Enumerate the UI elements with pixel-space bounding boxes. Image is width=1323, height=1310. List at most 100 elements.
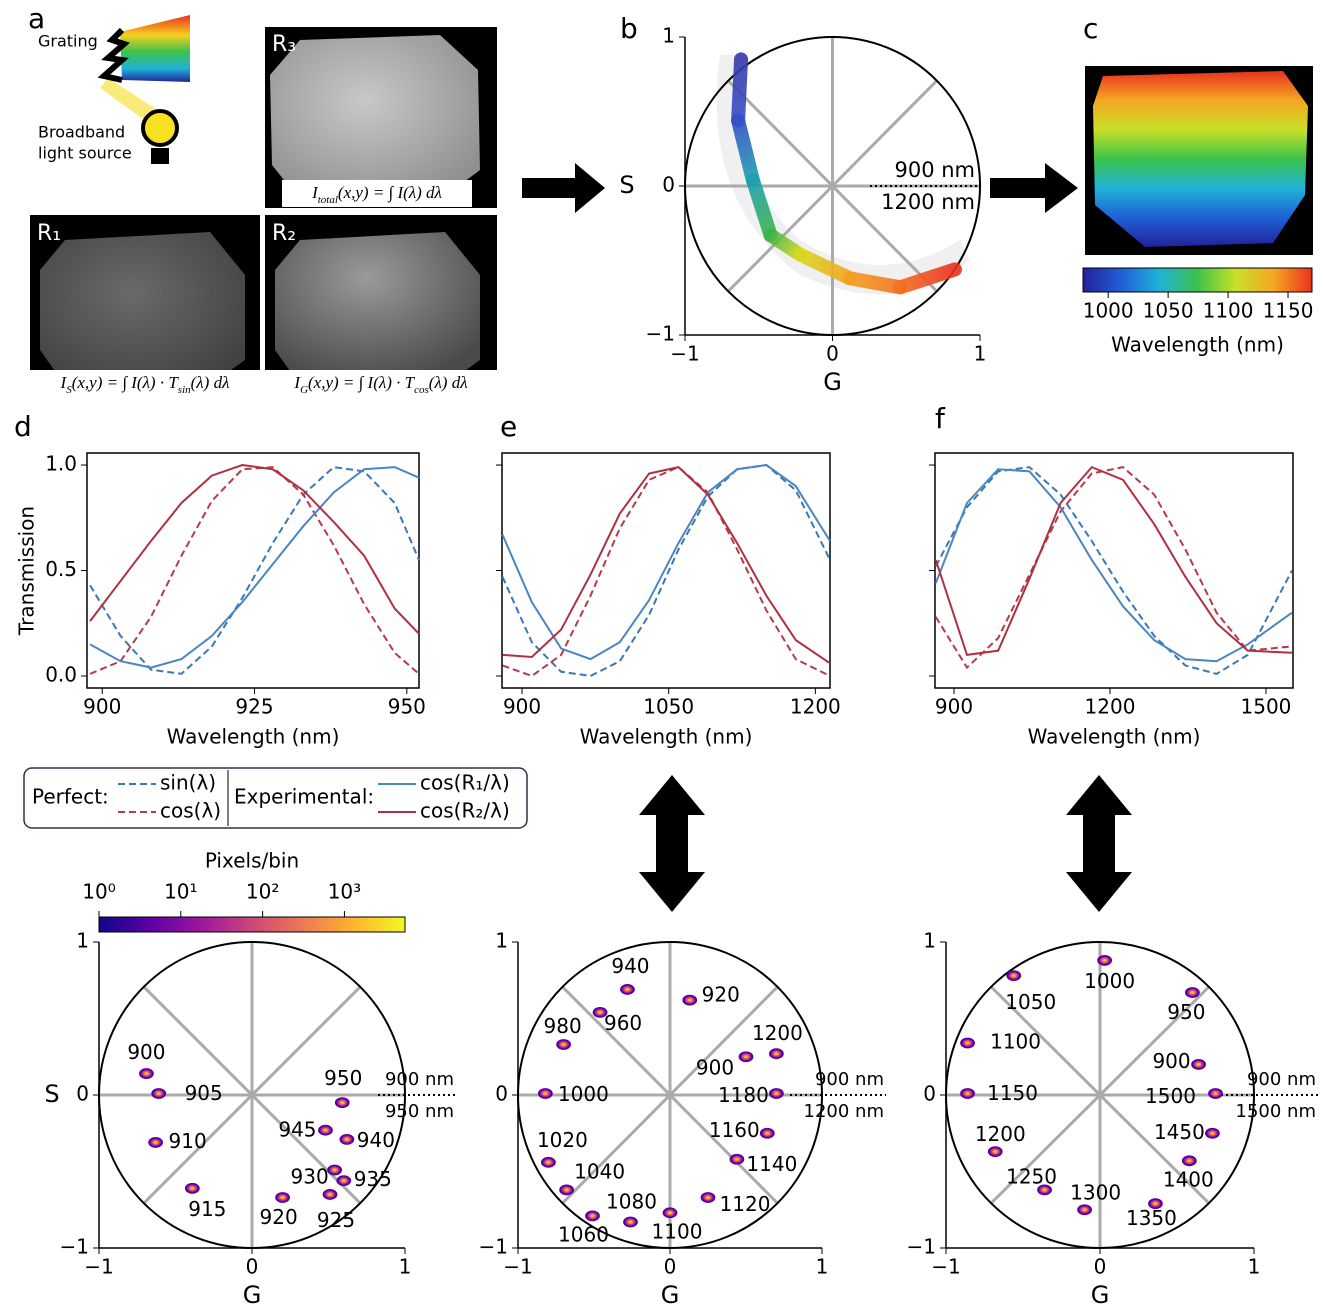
x-axis-label: Wavelength (nm) bbox=[1028, 725, 1201, 749]
point-cluster bbox=[729, 1153, 745, 1165]
point-cluster bbox=[960, 1037, 975, 1049]
point-cluster bbox=[738, 1051, 754, 1063]
point-cluster bbox=[769, 1088, 784, 1099]
point-cluster bbox=[275, 1192, 291, 1203]
x-tick-label: 1 bbox=[974, 342, 987, 366]
series-line bbox=[501, 463, 831, 678]
sample-r3 bbox=[270, 35, 480, 200]
x-tick-label: 1200 bbox=[790, 695, 841, 719]
point-cluster bbox=[151, 1088, 167, 1099]
series-line bbox=[934, 466, 1293, 670]
point-label: 1200 bbox=[975, 1122, 1026, 1146]
formula-part: (x,y) = ∫ I(λ) · T bbox=[72, 373, 180, 393]
point-cluster bbox=[1077, 1204, 1092, 1216]
formula-part: sin bbox=[178, 384, 191, 396]
formula: IS(x,y) = ∫ I(λ) · Tsin(λ) dλ bbox=[60, 373, 230, 396]
point-cluster bbox=[1205, 1127, 1220, 1139]
point-label: 900 bbox=[696, 1055, 734, 1079]
point-cluster bbox=[327, 1164, 343, 1176]
formula-part: (λ) dλ bbox=[191, 373, 230, 392]
x-tick-label: 10¹ bbox=[164, 880, 197, 904]
panel-label: f bbox=[935, 402, 946, 435]
point-cluster bbox=[682, 994, 698, 1006]
y-tick-label: 1 bbox=[662, 24, 675, 48]
point-cluster bbox=[620, 984, 635, 995]
point-label: 960 bbox=[604, 1011, 642, 1035]
point-label: 1160 bbox=[709, 1118, 760, 1142]
point-cluster bbox=[322, 1189, 338, 1200]
x-tick-label: 10³ bbox=[328, 880, 361, 904]
x-tick-label: 1050 bbox=[643, 695, 694, 719]
trace-segment bbox=[893, 262, 962, 295]
point-label: 925 bbox=[317, 1208, 355, 1232]
series-line bbox=[89, 466, 420, 675]
point-label: 1150 bbox=[987, 1081, 1038, 1105]
point-label: 1060 bbox=[558, 1222, 609, 1246]
series-line bbox=[89, 466, 420, 675]
plot-frame bbox=[501, 452, 831, 689]
point-label: 1400 bbox=[1163, 1167, 1214, 1191]
annotation: 1500 nm bbox=[1236, 1101, 1316, 1122]
point-cluster bbox=[139, 1068, 154, 1079]
point-label: 915 bbox=[188, 1197, 226, 1221]
x-axis-label: Wavelength (nm) bbox=[167, 725, 340, 749]
point-label: 1180 bbox=[718, 1083, 769, 1107]
panel-a bbox=[30, 15, 497, 398]
point-cluster bbox=[559, 1184, 575, 1196]
x-axis-label: G bbox=[661, 1281, 680, 1309]
point-label: 935 bbox=[354, 1167, 392, 1191]
point-cluster bbox=[1148, 1198, 1163, 1210]
point-label: 980 bbox=[544, 1014, 582, 1038]
point-cluster bbox=[592, 1006, 608, 1018]
point-cluster bbox=[662, 1207, 678, 1219]
point-label: 1350 bbox=[1126, 1206, 1177, 1230]
panel-label: a bbox=[28, 2, 45, 35]
point-label: 1450 bbox=[1154, 1120, 1205, 1144]
x-tick-label: 1500 bbox=[1241, 695, 1292, 719]
bulb-base bbox=[151, 148, 169, 164]
point-cluster bbox=[1191, 1059, 1206, 1070]
spoke bbox=[990, 985, 1210, 1205]
formula-part: S bbox=[66, 384, 72, 396]
point-cluster bbox=[1097, 954, 1113, 966]
point-cluster bbox=[336, 1175, 352, 1187]
x-tick-label: 0 bbox=[246, 1255, 259, 1279]
point-label: 940 bbox=[357, 1128, 395, 1152]
arrow bbox=[522, 163, 605, 213]
series-line bbox=[502, 466, 831, 665]
x-axis-label: G bbox=[823, 368, 842, 396]
point-label: 1500 bbox=[1145, 1084, 1196, 1108]
point-label: 910 bbox=[169, 1129, 207, 1153]
point-label: 920 bbox=[702, 983, 740, 1007]
formula-part: (λ) dλ bbox=[429, 373, 468, 392]
x-tick-label: 10² bbox=[246, 880, 279, 904]
x-tick-label: 900 bbox=[935, 695, 973, 719]
point-label: 1050 bbox=[1005, 990, 1056, 1014]
x-axis-label: Wavelength (nm) bbox=[580, 725, 753, 749]
image-label: R₁ bbox=[37, 221, 61, 246]
series-line bbox=[502, 465, 831, 678]
colorbar-title: Pixels/bin bbox=[205, 849, 299, 873]
point-label: 1000 bbox=[1084, 969, 1135, 993]
point-label: 1040 bbox=[574, 1159, 625, 1183]
point-label: 900 bbox=[1152, 1049, 1190, 1073]
point-cluster bbox=[556, 1039, 571, 1050]
series-line bbox=[501, 463, 831, 661]
point-label: 920 bbox=[260, 1205, 298, 1229]
colorbar-label: Wavelength (nm) bbox=[1111, 333, 1284, 357]
point-label: 1080 bbox=[606, 1189, 657, 1213]
formula-box bbox=[282, 180, 472, 207]
trace-segment bbox=[731, 52, 749, 128]
point-cluster bbox=[759, 1127, 775, 1139]
point-label: 1300 bbox=[1070, 1180, 1121, 1204]
point-cluster bbox=[1037, 1184, 1052, 1196]
trace-segment bbox=[793, 247, 858, 286]
spoke bbox=[561, 985, 779, 1205]
x-tick-label: 1 bbox=[816, 1255, 829, 1279]
point-cluster bbox=[541, 1156, 556, 1168]
point-cluster bbox=[339, 1133, 355, 1145]
y-tick-label: 0.0 bbox=[45, 662, 77, 686]
sample-r1 bbox=[40, 232, 245, 385]
y-tick-label: 0 bbox=[76, 1082, 89, 1106]
x-tick-label: 10⁰ bbox=[82, 880, 115, 904]
